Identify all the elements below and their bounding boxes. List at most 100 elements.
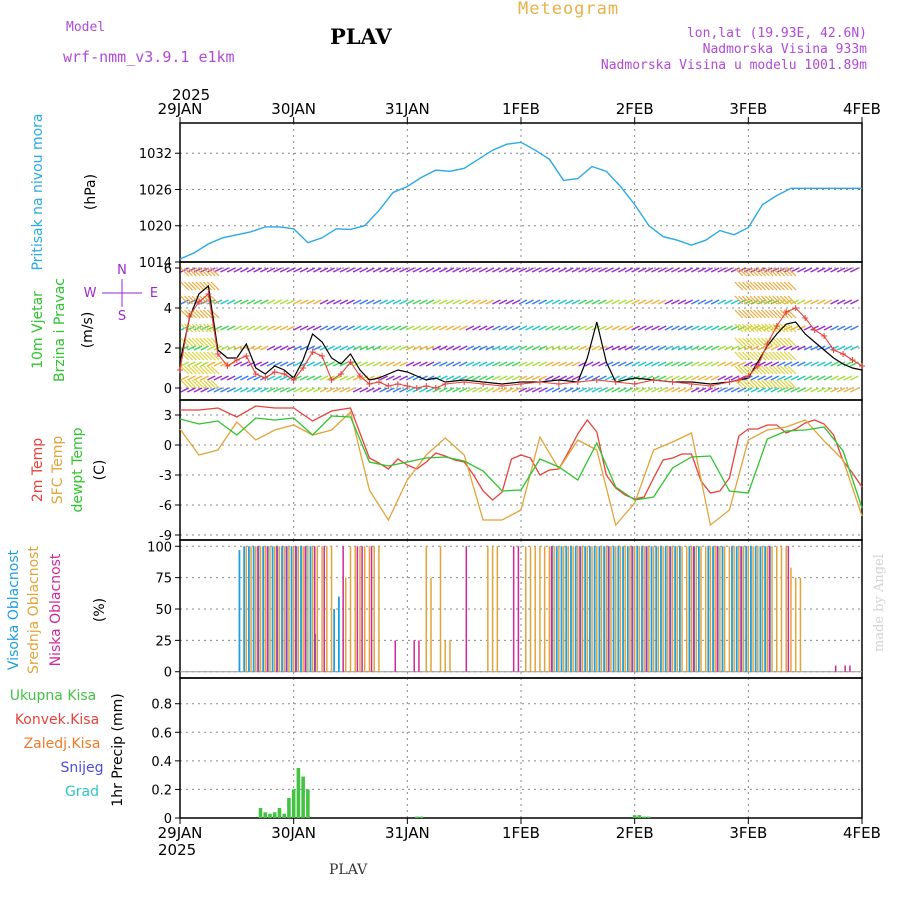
wind-barb [326,267,335,273]
wind-barb [810,299,819,305]
wind-barb [664,345,674,351]
wind-barb [764,281,774,291]
bottom-tick-label: 4FEB [843,824,881,842]
wind-barb [738,365,748,375]
wind-barb [757,323,767,333]
wind-barb [591,299,601,305]
wind-barb [816,299,826,305]
wind-barb [787,267,797,277]
wind-barb [734,323,744,333]
wind-barb [803,361,813,367]
cloud-ytick-label: 25 [155,634,172,649]
wind-barb [465,375,475,381]
temperature-ytick-label: 0 [164,439,172,454]
wind-barb [425,387,435,393]
wind-barb [745,365,755,375]
wind-barb [452,325,461,331]
wind-barb [783,375,793,381]
wind-barb [259,361,269,367]
cloud-panel: 0 25 50 75 100 Visoka Oblacnost Srednja Oblacn… [6,539,863,681]
wind-barb [220,325,229,331]
pressure-frame [179,122,863,263]
station-title: PLAV [330,24,392,49]
wind-barb [293,387,302,393]
wind-barb [618,361,627,367]
wind-barb [392,267,402,273]
wind-barb [760,365,770,375]
wind-barb [199,323,209,333]
wind-barb [637,387,647,393]
wind-barb [200,387,209,393]
wind-barb [180,361,190,367]
wind-barb [180,299,190,305]
wind-barb [273,299,282,305]
wind-barb [531,345,541,351]
wind-barb [180,375,190,381]
wind-barb [803,325,813,331]
wind-barb [259,325,269,331]
temp-ylabel-1: SFC Temp [50,436,66,505]
wind-barb [797,267,806,273]
precip-bar [287,798,291,818]
wind-barb [611,267,621,273]
wind-barb [738,323,748,333]
wind-barb [611,361,621,367]
wind-barb [326,325,335,331]
wind-barb [742,323,751,333]
wind-barb [253,375,262,381]
wind-barb [657,299,667,305]
wind-barb [578,325,587,331]
wind-barb [657,325,667,331]
wind-barb [684,375,693,381]
wind-barb [677,345,687,351]
temp-line-0 [180,405,863,501]
wind-barb [405,299,415,305]
wind-barb [631,345,640,351]
wind-barb [226,325,236,331]
wind-barb [478,299,488,305]
wind-barb [439,375,448,381]
wind-barb [770,325,780,331]
wind-barb [545,267,554,273]
temperature-ytick-label: -3 [159,469,172,484]
wind-barb [690,267,700,273]
wind-barb [734,281,744,291]
wind-barb [564,267,574,273]
cloud-ytick-label: 75 [155,572,172,587]
wind-barb [757,387,766,393]
wind-barb [631,387,640,393]
wind-barb [359,387,369,393]
wind-barb [803,387,813,393]
wind-barb [313,361,322,367]
wind-barb [704,325,713,331]
wind-barb [745,323,755,333]
wind-barb [359,299,369,305]
wind-barb [505,325,514,331]
wind-barb [187,345,196,351]
wind-barb [768,351,778,361]
wind-barb [618,387,627,393]
model-altitude-label: Nadmorska Visina u modelu 1001.89m [600,58,867,73]
wind-barb [299,325,309,331]
wind-barb [213,375,223,381]
wind-barb [199,267,209,277]
wind-barb [753,281,763,291]
wind-barb [286,345,296,351]
wind-barb [631,299,640,305]
wind-barb [233,299,243,305]
wind-barb [803,267,813,273]
wind-barb [200,361,209,367]
wind-barb [273,267,282,273]
wind-barb [518,267,528,273]
cloud-ytick-label: 50 [155,603,172,618]
wind-barb [551,361,561,367]
wind-barb [551,267,561,273]
wind-barb [717,325,727,331]
wind-barb [458,375,468,381]
wind-barb [737,361,747,367]
wind-barb [551,387,561,393]
wind-barb [768,309,778,319]
wind-barb [578,375,587,381]
wind-barb [505,299,514,305]
wind-barb [624,361,634,367]
